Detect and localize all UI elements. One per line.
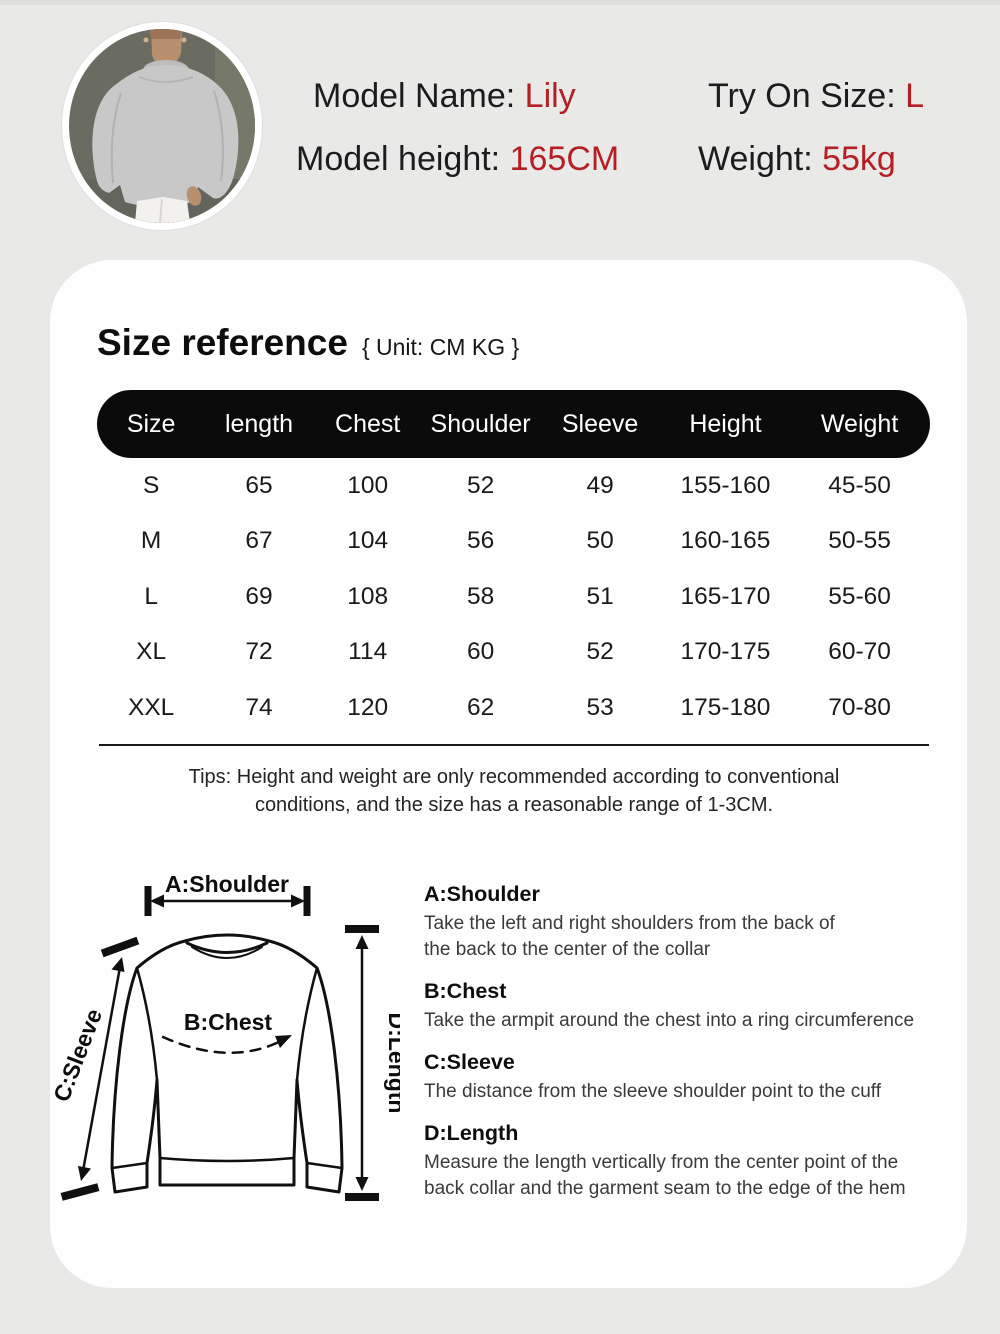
size-table-cell: 65 bbox=[245, 471, 273, 499]
size-table-cell: 100 bbox=[347, 471, 389, 499]
tips-text: Tips: Height and weight are only recomme… bbox=[95, 763, 933, 819]
column-header-weight: Weight bbox=[789, 390, 930, 458]
size-table-row-s: S 65 100 52 49 155-160 45-50 bbox=[97, 458, 930, 514]
column-header-chest: Chest bbox=[312, 390, 423, 458]
size-table-cell: 74 bbox=[245, 693, 273, 721]
guide-chest-title: B:Chest bbox=[424, 979, 507, 1003]
column-header-height: Height bbox=[661, 390, 790, 458]
size-table-cell: 51 bbox=[586, 582, 614, 610]
weight-value: 55kg bbox=[822, 140, 896, 178]
guide-length-line1: Measure the length vertically from the c… bbox=[424, 1152, 899, 1173]
tryon-label: Try On Size: bbox=[708, 77, 896, 115]
size-table-cell: 52 bbox=[466, 471, 495, 499]
size-table-cell: 104 bbox=[347, 527, 389, 555]
model-name-label: Model Name: bbox=[313, 77, 516, 115]
model-photo bbox=[62, 22, 262, 230]
size-table-cell: 170-175 bbox=[680, 638, 771, 666]
size-table: Size length Chest Shoulder Sleeve Height Weigh… bbox=[97, 390, 930, 736]
weight-label: Weight: bbox=[698, 140, 813, 178]
size-table-cell: 160-165 bbox=[680, 527, 771, 555]
top-strip bbox=[0, 0, 1000, 5]
size-table-cell: 72 bbox=[245, 638, 273, 666]
diagram-chest-label: B:Chest bbox=[184, 1009, 273, 1035]
unit-note: { Unit: CM KG } bbox=[361, 334, 520, 360]
column-header-shoulder: Shoulder bbox=[422, 390, 539, 458]
size-table-cell: 50 bbox=[586, 527, 614, 555]
guide-length-line2: back collar and the garment seam to the … bbox=[424, 1178, 906, 1199]
tips-line-1: Tips: Height and weight are only recomme… bbox=[188, 766, 840, 788]
size-table-row-xl: XL 72 114 60 52 170-175 60-70 bbox=[97, 625, 930, 681]
size-table-cell: 62 bbox=[466, 693, 495, 721]
size-table-header-row: Size length Chest Shoulder Sleeve Height Weigh… bbox=[97, 390, 930, 458]
size-table-cell: 70-80 bbox=[828, 693, 891, 721]
model-height-line: Model height: 165CM bbox=[296, 140, 619, 179]
guide-sleeve-title: C:Sleeve bbox=[424, 1050, 515, 1074]
column-header-length: length bbox=[205, 390, 313, 458]
size-table-cell: 60-70 bbox=[828, 638, 891, 666]
diagram-length-label: D:Length bbox=[384, 1013, 400, 1114]
tips-line-2: conditions, and the size has a reasonabl… bbox=[254, 794, 774, 816]
size-table-cell: 49 bbox=[586, 471, 614, 499]
size-table-cell: 60 bbox=[466, 638, 495, 666]
size-table-cell: 50-55 bbox=[828, 527, 891, 555]
model-name-line: Model Name: Lily bbox=[313, 77, 576, 116]
size-table-cell: 67 bbox=[245, 527, 273, 555]
guide-sleeve-line1: The distance from the sleeve shoulder po… bbox=[424, 1081, 881, 1102]
guide-section-length: D:Length Measure the length vertically f… bbox=[424, 1121, 980, 1202]
diagram-shoulder-label: A:Shoulder bbox=[165, 871, 289, 897]
guide-shoulder-title: A:Shoulder bbox=[424, 882, 540, 906]
column-header-size: Size bbox=[97, 390, 206, 458]
size-table-cell: 120 bbox=[347, 693, 389, 721]
size-table-row-xxl: XXL 74 120 62 53 175-180 70-80 bbox=[97, 680, 930, 736]
model-height-label: Model height: bbox=[296, 140, 501, 178]
guide-section-chest: B:Chest Take the armpit around the chest… bbox=[424, 979, 980, 1034]
guide-chest-line1: Take the armpit around the chest into a … bbox=[424, 1010, 915, 1031]
size-table-cell: XXL bbox=[127, 693, 175, 721]
size-table-row-l: L 69 108 58 51 165-170 55-60 bbox=[97, 569, 930, 625]
tryon-line: Try On Size: L bbox=[708, 77, 924, 116]
weight-line: Weight: 55kg bbox=[698, 140, 896, 179]
guide-length-title: D:Length bbox=[424, 1121, 519, 1145]
model-photo-image bbox=[69, 29, 255, 223]
measure-guide: A:Shoulder Take the left and right shoul… bbox=[424, 882, 980, 1202]
guide-section-sleeve: C:Sleeve The distance from the sleeve sh… bbox=[424, 1050, 980, 1105]
size-table-cell: L bbox=[144, 582, 158, 610]
model-photo-art bbox=[69, 29, 255, 223]
guide-shoulder-line1: Take the left and right shoulders from t… bbox=[424, 913, 835, 934]
size-table-cell: 53 bbox=[586, 693, 614, 721]
size-table-cell: 108 bbox=[347, 582, 389, 610]
model-name-value: Lily bbox=[524, 77, 576, 115]
size-table-cell: 155-160 bbox=[680, 471, 771, 499]
chest-arrowhead bbox=[275, 1035, 292, 1048]
size-table-cell: 45-50 bbox=[828, 471, 891, 499]
size-table-cell: 165-170 bbox=[680, 582, 771, 610]
size-table-cell: XL bbox=[136, 638, 167, 666]
tryon-value: L bbox=[905, 77, 925, 115]
size-reference-title: Size reference { Unit: CM KG } bbox=[97, 322, 519, 364]
size-table-cell: 56 bbox=[466, 527, 495, 555]
size-table-cell: 69 bbox=[245, 582, 273, 610]
size-table-cell: M bbox=[140, 527, 162, 555]
size-table-row-m: M 67 104 56 50 160-165 50-55 bbox=[97, 514, 930, 570]
column-header-sleeve: Sleeve bbox=[538, 390, 662, 458]
size-table-cell: 114 bbox=[348, 638, 388, 666]
size-reference-title-text: Size reference bbox=[97, 322, 348, 363]
size-table-cell: 52 bbox=[586, 638, 614, 666]
measure-diagram: A:Shoulder B:Chest C:Sleeve D:Length bbox=[48, 871, 400, 1201]
size-table-cell: 55-60 bbox=[828, 582, 891, 610]
size-table-cell: 175-180 bbox=[680, 693, 771, 721]
guide-section-shoulder: A:Shoulder Take the left and right shoul… bbox=[424, 882, 980, 963]
size-table-cell: 58 bbox=[466, 582, 495, 610]
guide-shoulder-line2: the back to the center of the collar bbox=[424, 939, 711, 960]
model-height-value: 165CM bbox=[509, 140, 620, 178]
table-bottom-rule bbox=[99, 744, 929, 746]
size-table-cell: S bbox=[142, 471, 160, 499]
